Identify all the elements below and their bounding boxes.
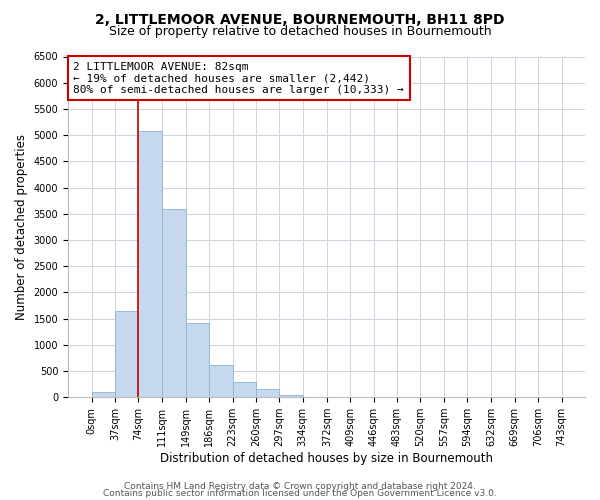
- Bar: [280, 394, 303, 397]
- Bar: [209, 365, 233, 397]
- Text: Contains public sector information licensed under the Open Government Licence v3: Contains public sector information licen…: [103, 489, 497, 498]
- Bar: [233, 382, 256, 397]
- Bar: [92, 392, 115, 397]
- Text: Size of property relative to detached houses in Bournemouth: Size of property relative to detached ho…: [109, 25, 491, 38]
- Text: 2, LITTLEMOOR AVENUE, BOURNEMOUTH, BH11 8PD: 2, LITTLEMOOR AVENUE, BOURNEMOUTH, BH11 …: [95, 12, 505, 26]
- Bar: [115, 310, 139, 397]
- Y-axis label: Number of detached properties: Number of detached properties: [15, 134, 28, 320]
- Text: Contains HM Land Registry data © Crown copyright and database right 2024.: Contains HM Land Registry data © Crown c…: [124, 482, 476, 491]
- X-axis label: Distribution of detached houses by size in Bournemouth: Distribution of detached houses by size …: [160, 452, 493, 465]
- Bar: [256, 390, 280, 397]
- Text: 2 LITTLEMOOR AVENUE: 82sqm
← 19% of detached houses are smaller (2,442)
80% of s: 2 LITTLEMOOR AVENUE: 82sqm ← 19% of deta…: [73, 62, 404, 95]
- Bar: [162, 208, 186, 397]
- Bar: [139, 131, 162, 397]
- Bar: [186, 323, 209, 397]
